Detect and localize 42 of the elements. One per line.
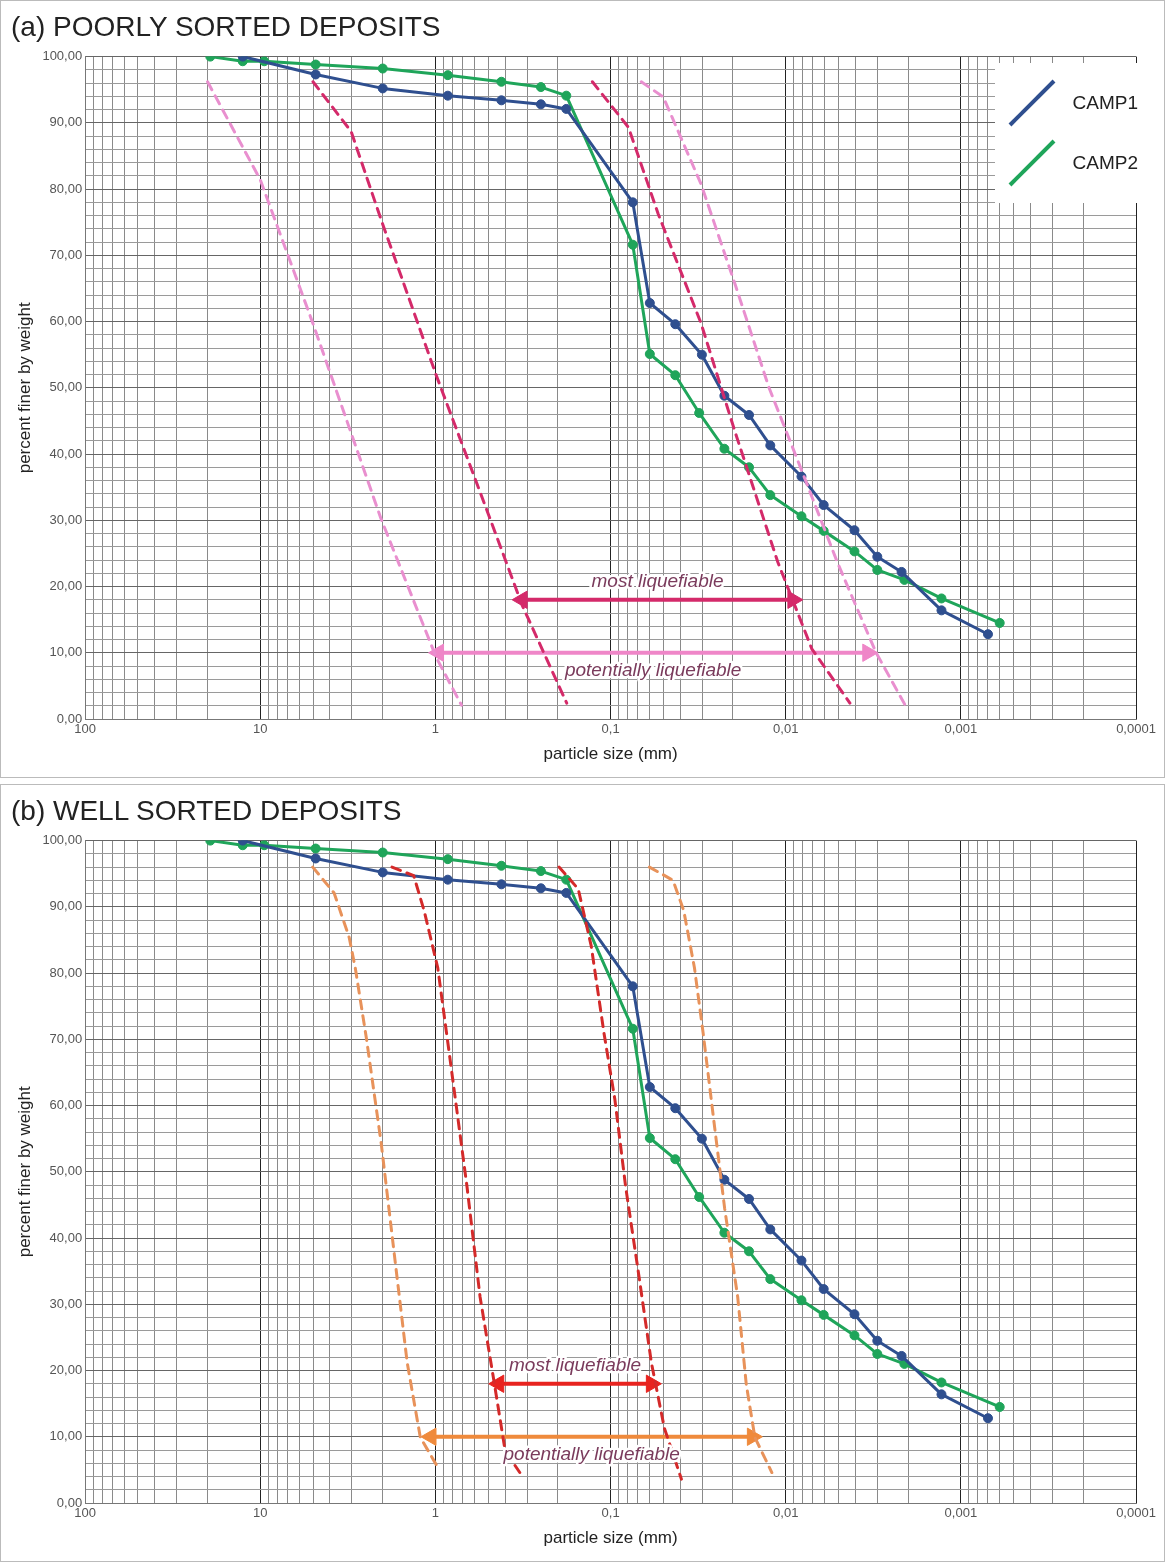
x-tick-label: 0,01: [773, 1505, 799, 1521]
y-tick-label: 50,00: [49, 379, 83, 395]
y-tick-label: 0,00: [56, 710, 83, 726]
y-tick-label: 40,00: [49, 1229, 83, 1245]
y-tick-label: 30,00: [49, 511, 83, 527]
legend-label: CAMP1: [1072, 91, 1138, 114]
x-tick-label: 0,0001: [1116, 1505, 1156, 1521]
y-tick-label: 20,00: [49, 1362, 83, 1378]
x-tick-label: 10: [253, 721, 268, 737]
y-tick-label: 70,00: [49, 1030, 83, 1046]
x-tick-label: 1: [431, 721, 440, 737]
x-axis-title: particle size (mm): [543, 744, 678, 764]
y-tick-label: 80,00: [49, 964, 83, 980]
x-tick-label: 0,1: [601, 1505, 620, 1521]
y-tick-label: 100,00: [42, 832, 83, 848]
y-tick-label: 10,00: [49, 1428, 83, 1444]
x-tick-label: 0,1: [601, 721, 620, 737]
y-tick-label: 60,00: [49, 313, 83, 329]
y-axis-title: percent finer by weight: [14, 1086, 34, 1258]
y-axis-title: percent finer by weight: [14, 302, 34, 474]
chart-title: (a) POORLY SORTED DEPOSITS: [11, 10, 441, 42]
y-tick-label: 90,00: [49, 898, 83, 914]
x-tick-label: 0,001: [944, 1505, 978, 1521]
y-tick-label: 80,00: [49, 180, 83, 196]
y-tick-label: 40,00: [49, 445, 83, 461]
y-tick-label: 0,00: [56, 1494, 83, 1510]
y-tick-label: 30,00: [49, 1295, 83, 1311]
x-tick-label: 0,01: [773, 721, 799, 737]
chart-title: (b) WELL SORTED DEPOSITS: [11, 794, 402, 826]
y-tick-label: 10,00: [49, 644, 83, 660]
legend-label: CAMP2: [1072, 151, 1138, 174]
y-tick-label: 60,00: [49, 1097, 83, 1113]
x-tick-label: 10: [253, 1505, 268, 1521]
y-tick-label: 100,00: [42, 48, 83, 64]
y-tick-label: 90,00: [49, 114, 83, 130]
y-tick-label: 20,00: [49, 578, 83, 594]
x-tick-label: 1: [431, 1505, 440, 1521]
y-tick-label: 50,00: [49, 1163, 83, 1179]
y-tick-label: 70,00: [49, 246, 83, 262]
x-axis-title: particle size (mm): [543, 1528, 678, 1548]
x-tick-label: 0,0001: [1116, 721, 1156, 737]
x-tick-label: 0,001: [944, 721, 978, 737]
